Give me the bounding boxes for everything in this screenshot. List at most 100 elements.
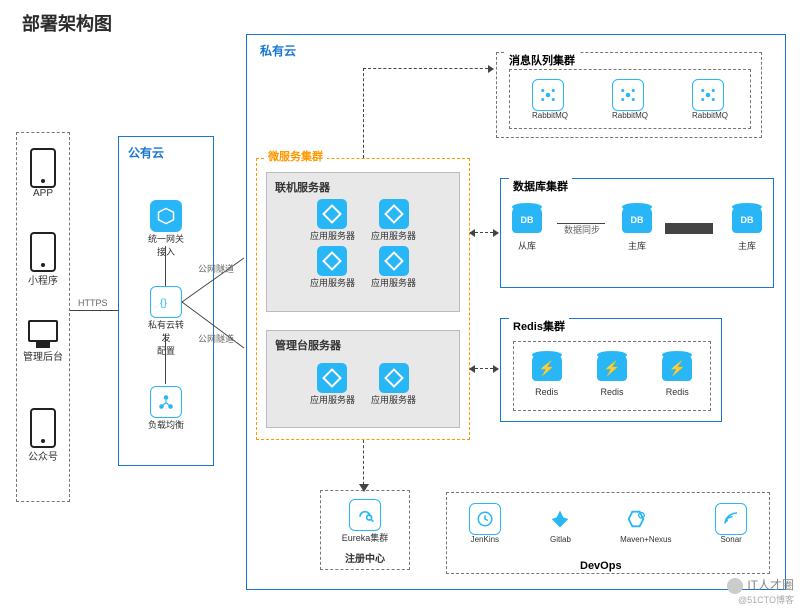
redis-icon: ⚡ [662,355,692,381]
client-wechat-label: 公众号 [20,448,66,463]
arrow-down-icon [359,484,369,492]
srv-label: 应用服务器 [371,393,416,406]
mq-node: RabbitMQ [532,79,568,120]
rabbitmq-icon [612,79,644,111]
redis-label: Redis [597,387,627,397]
svg-text:{}: {} [160,297,168,309]
maven-label: Maven+Nexus [620,535,671,544]
gw-label: 统一网关接入 [146,232,186,258]
eureka-subtitle: 注册中心 [321,550,409,565]
client-miniprogram: 小程序 [20,232,66,287]
mq-label: RabbitMQ [692,111,728,120]
db-label: 主库 [622,239,652,252]
fwd-item: {} 私有云转发 配置 [146,286,186,357]
server-icon [317,199,347,229]
client-wechat: 公众号 [20,408,66,463]
redis-node: ⚡ Redis [532,355,562,397]
lb-icon [150,386,182,418]
private-cloud-title: 私有云 [260,42,296,59]
rabbitmq-icon [532,79,564,111]
redis-label: Redis [662,387,692,397]
db-icon: DB [732,207,762,233]
mq-label: RabbitMQ [612,111,648,120]
public-cloud-title: 公有云 [128,144,164,161]
srv-label: 应用服务器 [310,393,355,406]
ms-to-mq-h [363,68,493,69]
gw-item: 统一网关接入 [146,200,186,258]
watermark-text: IT人才圈 [747,578,794,592]
srv-label: 应用服务器 [310,229,355,242]
devops-title: DevOps [580,560,622,572]
db-link1 [557,223,605,224]
eureka-box: Eureka集群 注册中心 [320,490,410,570]
mq-label: RabbitMQ [532,111,568,120]
admin-servers: 管理台服务器 应用服务器 应用服务器 [266,330,460,428]
redis-title: Redis集群 [509,318,569,334]
redis-icon: ⚡ [597,355,627,381]
srv-label: 应用服务器 [371,276,416,289]
redis-icon: ⚡ [532,355,562,381]
wechat-icon [727,578,743,594]
db-label: 主库 [732,239,762,252]
server-icon [317,363,347,393]
devops-jenkins: JenKins [469,503,501,544]
redis-node: ⚡ Redis [597,355,627,397]
server-icon [379,363,409,393]
mq-node: RabbitMQ [612,79,648,120]
diagram-title: 部署架构图 [22,10,112,36]
lb-label: 负载均衡 [146,418,186,431]
ms-to-eureka [363,440,364,490]
server-icon [379,246,409,276]
devops-sonar: Sonar [715,503,747,544]
devops-gitlab: Gitlab [544,503,576,544]
edge-https-label: HTTPS [78,298,108,308]
mq-cluster: 消息队列集群 RabbitMQ RabbitMQ RabbitMQ [496,52,762,138]
gitlab-label: Gitlab [544,535,576,544]
jenkins-label: JenKins [469,535,501,544]
redis-label: Redis [532,387,562,397]
client-admin-label: 管理后台 [20,348,66,363]
online-title: 联机服务器 [275,179,451,195]
db-cluster: 数据库集群 DB从库 数据同步 DB主库 主备热切 DB主库 [500,178,774,288]
pc-line1 [165,246,166,286]
online-servers: 联机服务器 应用服务器 应用服务器 应用服务器 应用服务器 [266,172,460,312]
db-title: 数据库集群 [509,178,572,194]
edge-sync: 数据同步 [564,223,600,236]
ms-to-mq-v [363,68,364,158]
app-server: 应用服务器 [371,246,416,289]
db-icon: DB [622,207,652,233]
app-server: 应用服务器 [310,246,355,289]
db-link2 [665,223,713,234]
sonar-label: Sonar [715,535,747,544]
client-admin: 管理后台 [20,320,66,363]
redis-cluster: Redis集群 ⚡ Redis ⚡ Redis ⚡ Redis [500,318,722,422]
fwd-label: 私有云转发 配置 [146,318,186,357]
tunnel-label-2: 公网隧道 [198,332,234,345]
app-server: 应用服务器 [371,199,416,242]
eureka-icon [349,499,381,531]
ms-to-redis [470,368,498,369]
db-node-master: DB 主库 [732,207,762,252]
admin-title: 管理台服务器 [275,337,451,353]
sonar-icon [715,503,747,535]
watermark-main: IT人才圈 [727,576,794,594]
gitlab-icon [544,503,576,535]
db-node-master: DB 主库 [622,207,652,252]
app-server: 应用服务器 [310,363,355,406]
maven-icon [620,503,652,535]
lb-item: 负载均衡 [146,386,186,431]
devops-maven: Maven+Nexus [620,503,671,544]
forward-icon: {} [150,286,182,318]
app-server: 应用服务器 [310,199,355,242]
app-server: 应用服务器 [371,363,416,406]
watermark-sub: @51CTO博客 [738,593,794,606]
gateway-icon [150,200,182,232]
edge-https [70,310,118,311]
client-app: APP [20,148,66,199]
client-app-label: APP [20,188,66,199]
mq-node: RabbitMQ [692,79,728,120]
eureka-label: Eureka集群 [321,531,409,544]
server-icon [379,199,409,229]
srv-label: 应用服务器 [310,276,355,289]
tunnel-label-1: 公网隧道 [198,262,234,275]
